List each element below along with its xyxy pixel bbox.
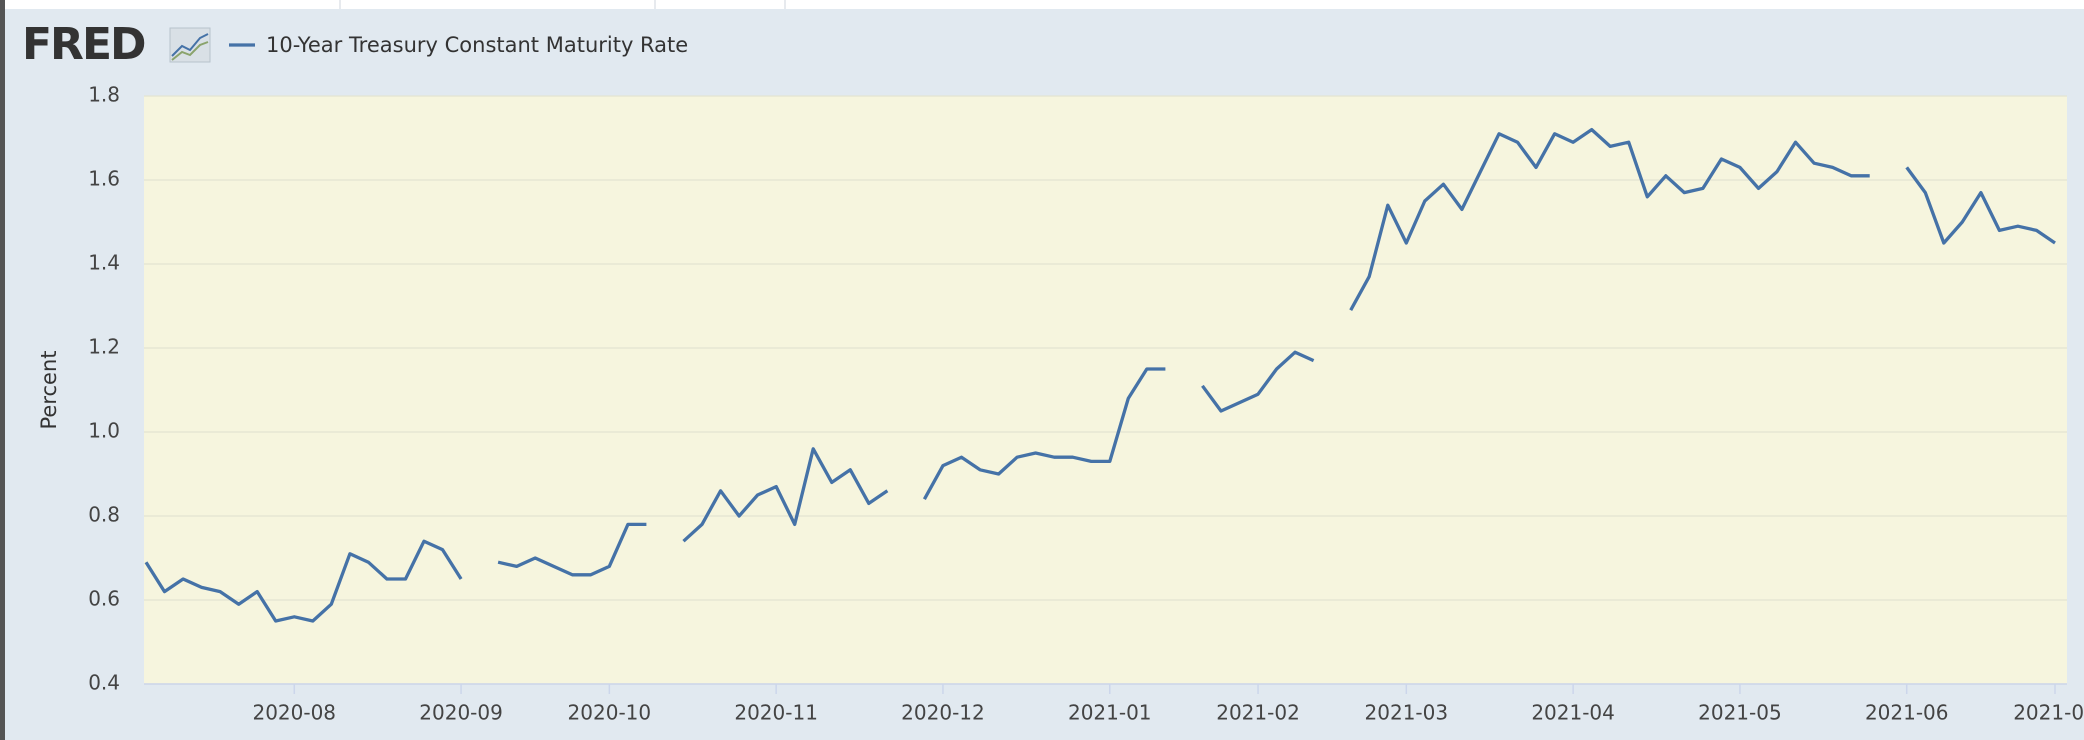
x-tick-label: 2021-04 <box>1531 701 1615 725</box>
x-tick-label: 2020-12 <box>901 701 985 725</box>
legend: 10-Year Treasury Constant Maturity Rate <box>229 33 688 57</box>
x-tick-label: 2021-06 <box>1865 701 1949 725</box>
legend-label: 10-Year Treasury Constant Maturity Rate <box>266 33 688 57</box>
x-tick-label: 2020-09 <box>419 701 503 725</box>
y-tick-label: 0.4 <box>88 671 120 695</box>
x-tick-label: 2021-02 <box>1216 701 1300 725</box>
line <box>144 127 2056 623</box>
x-tick-label: 2020-08 <box>252 701 336 725</box>
y-tick-label: 1.4 <box>88 251 120 275</box>
x-tick-label: 2021-03 <box>1365 701 1449 725</box>
y-tick-label: 1.0 <box>88 419 120 443</box>
y-tick-label: 1.6 <box>88 167 120 191</box>
x-tick-label: 2020-11 <box>734 701 818 725</box>
logo-icon <box>169 27 211 63</box>
plot-area <box>144 96 2067 684</box>
y-tick-label: 0.6 <box>88 587 120 611</box>
left-edge <box>0 0 5 740</box>
y-tick-label: 1.8 <box>88 83 120 107</box>
y-axis-label: Percent <box>37 350 61 429</box>
x-tick-label: 2021-01 <box>1068 701 1152 725</box>
x-tick-label: 2021-07 <box>2013 701 2084 725</box>
y-tick-label: 1.2 <box>88 335 120 359</box>
logo: FRED <box>22 19 145 70</box>
y-tick-label: 0.8 <box>88 503 120 527</box>
x-tick-label: 2020-10 <box>568 701 652 725</box>
x-tick-label: 2021-05 <box>1698 701 1782 725</box>
top-strip <box>0 0 2084 9</box>
